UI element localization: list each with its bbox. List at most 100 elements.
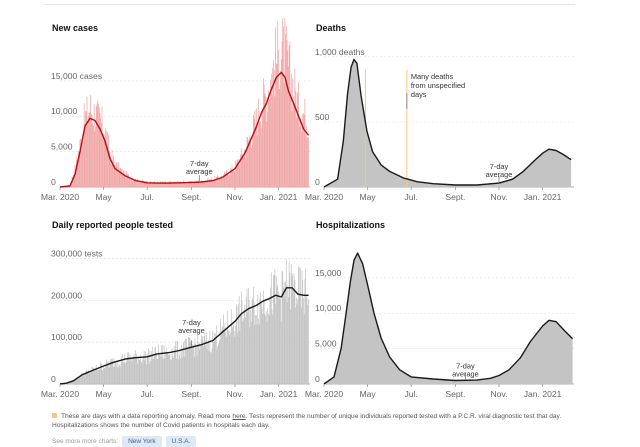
daily-bar [232,165,233,187]
daily-bar [137,357,138,384]
x-tick-label: Mar. 2020 [41,192,79,202]
daily-bar [255,315,256,384]
daily-bar [257,324,258,384]
daily-bar [270,80,271,187]
daily-bar [219,342,220,384]
chip-usa[interactable]: U.S.A. [166,436,197,447]
daily-bar [118,162,119,187]
daily-bar [246,150,247,187]
daily-bar [123,362,124,384]
daily-bar [233,170,234,187]
y-tick-label: 100,000 [51,332,82,342]
annotation-text: average [186,167,213,176]
daily-bar [232,171,233,187]
daily-bar [113,156,114,187]
daily-bar [291,74,292,187]
daily-bar [97,369,98,384]
daily-bar [297,299,298,384]
daily-bar [205,345,206,384]
daily-bar [282,272,283,384]
daily-bar [213,180,214,187]
daily-bar [98,103,99,187]
daily-bar [300,127,301,187]
daily-bar [145,360,146,384]
x-tick-label: May [359,192,376,202]
daily-bar [80,378,81,384]
daily-bar [287,51,288,187]
daily-bar [210,352,211,384]
daily-bar [76,380,77,384]
daily-bar [247,137,248,187]
daily-bar [274,70,275,187]
daily-bar [292,276,293,384]
daily-bar [227,329,228,384]
daily-bar [195,338,196,384]
daily-bar [252,300,253,384]
daily-bar [225,172,226,187]
daily-bar [142,363,143,384]
daily-bar [304,314,305,384]
daily-bar [127,352,128,384]
daily-bar [165,352,166,384]
daily-bar [97,371,98,384]
daily-bar [305,99,306,187]
annotation-text: average [452,369,479,378]
daily-bar [90,95,91,187]
x-tick-label: Mar. 2020 [41,389,79,399]
daily-bar [150,361,151,384]
daily-bar [84,377,85,384]
footnote-link[interactable]: here [232,413,245,420]
y-tick-label: 0 [315,374,320,384]
daily-bar [96,365,97,384]
daily-bar [80,376,81,384]
daily-bar [297,93,298,187]
daily-bar [235,337,236,384]
daily-bar [297,304,298,384]
daily-bar [161,345,162,384]
daily-bar [153,359,154,384]
more-charts-row: See more more charts: New York U.S.A. [52,436,196,447]
daily-bar [262,314,263,384]
x-tick-label: Jul. [140,192,153,202]
daily-bar [274,275,275,384]
daily-bar [266,311,267,384]
y-tick-label: 0 [51,177,56,187]
daily-bar [287,302,288,384]
daily-bar [296,118,297,187]
x-tick-label: Mar. 2020 [305,389,343,399]
daily-bar [223,314,224,384]
daily-bar [270,296,271,384]
daily-bar [132,357,133,384]
daily-bar [250,327,251,384]
daily-bar [176,359,177,384]
x-tick-label: Nov. [226,389,243,399]
daily-bar [177,342,178,384]
daily-bar [212,349,213,384]
daily-bar [221,334,222,384]
daily-bar [308,299,309,384]
daily-bar [203,347,204,384]
daily-bar [180,181,181,187]
daily-bar [177,341,178,384]
x-tick-label: Jul. [404,192,417,202]
daily-bar [234,331,235,384]
daily-bar [94,104,95,187]
daily-bar [138,357,139,384]
daily-bar [202,336,203,384]
daily-bar [280,299,281,384]
footnote: These are days with a data reporting ano… [52,413,572,430]
daily-bar [181,183,182,187]
chip-new-york[interactable]: New York [122,436,161,447]
daily-bar [173,184,174,187]
daily-bar [260,123,261,187]
daily-bar [247,289,248,384]
daily-bar [122,354,123,384]
daily-bar [117,362,118,384]
daily-bar [183,181,184,187]
daily-bar [249,139,250,187]
daily-bar [277,287,278,384]
daily-bar [276,63,277,187]
daily-bar [77,379,78,384]
daily-bar [205,182,206,187]
